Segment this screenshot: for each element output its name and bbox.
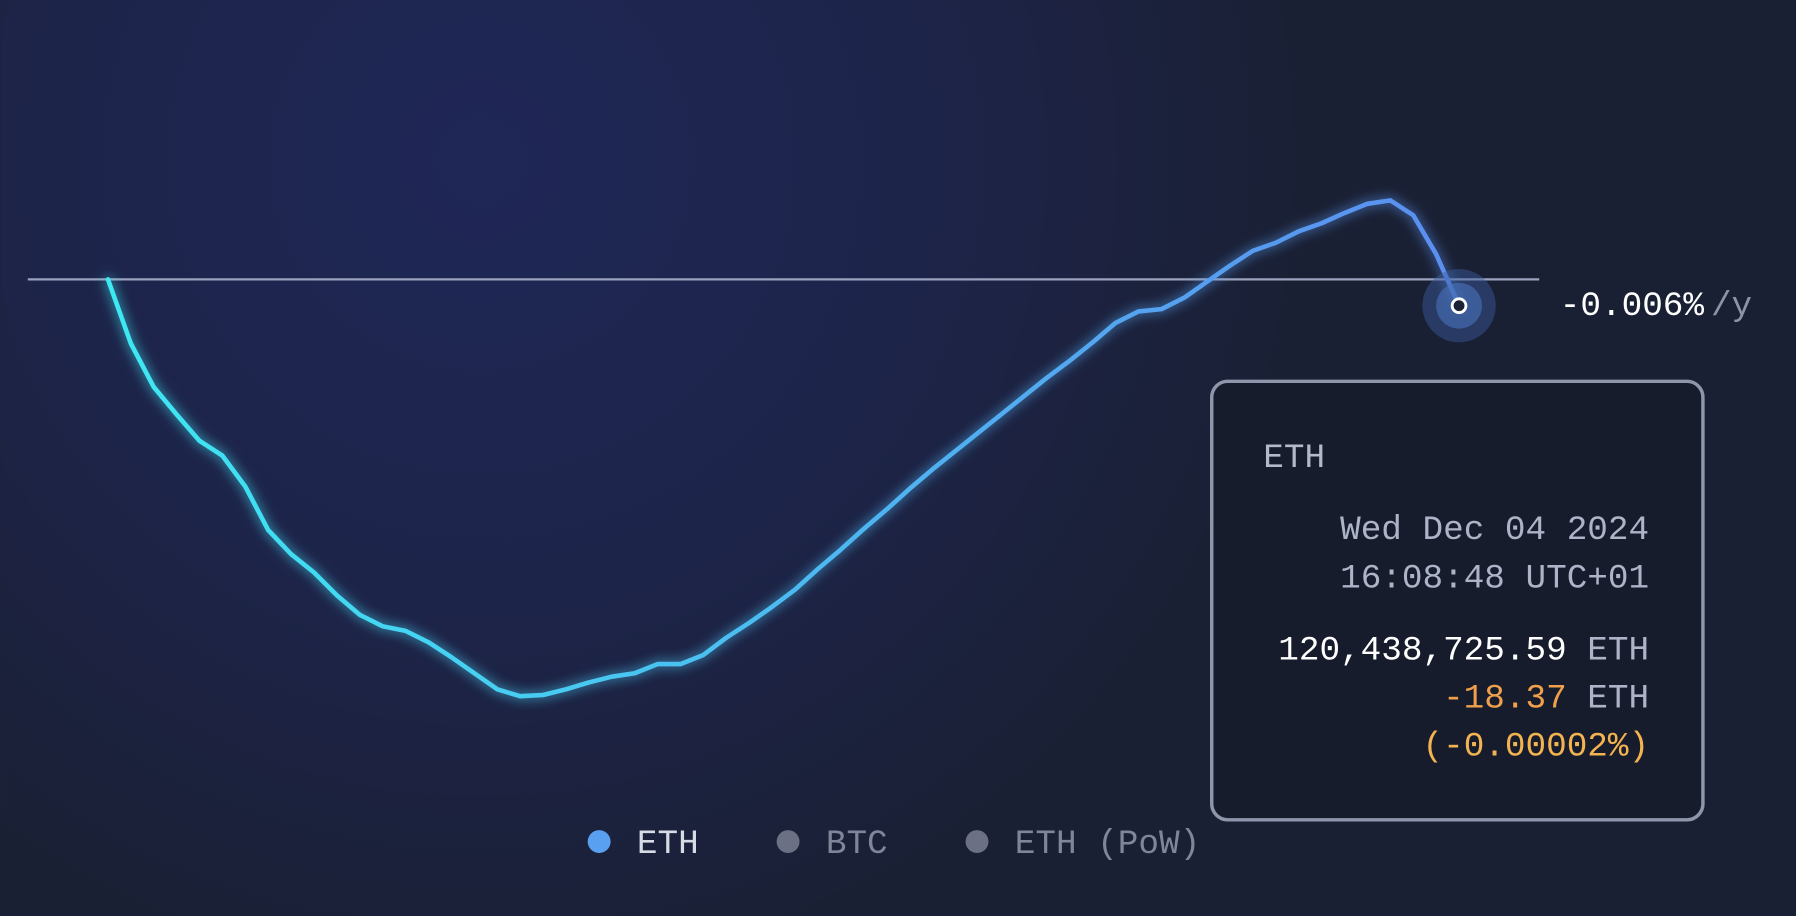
legend-label[interactable]: BTC [826, 825, 888, 864]
tooltip-change-pct: (-0.00002%) [1423, 728, 1650, 767]
tooltip-series: ETH [1263, 439, 1325, 478]
tooltip-box [1210, 379, 1705, 822]
legend-dot [587, 830, 611, 854]
rate-label: -0.006% [1560, 287, 1705, 326]
legend-label[interactable]: ETH [637, 825, 699, 864]
tooltip-change: -18.37 [1443, 680, 1567, 719]
tooltip-date: Wed Dec 04 2024 [1340, 511, 1649, 550]
legend-dot [776, 830, 800, 854]
legend-dot [965, 830, 989, 854]
tooltip-unit: ETH [1587, 631, 1649, 670]
legend: ETH BTC ETH (PoW) [587, 825, 1200, 864]
tooltip: ETH Wed Dec 04 2024 16:08:48 UTC+01 120,… [1210, 379, 1705, 822]
legend-label[interactable]: ETH (PoW) [1015, 825, 1200, 864]
tooltip-time: 16:08:48 UTC+01 [1340, 559, 1649, 598]
hover-point [1450, 297, 1468, 315]
rate-unit: /y [1711, 287, 1752, 326]
tooltip-unit: ETH [1587, 680, 1649, 719]
tooltip-supply: 120,438,725.59 [1278, 631, 1566, 670]
line [105, 198, 1462, 699]
